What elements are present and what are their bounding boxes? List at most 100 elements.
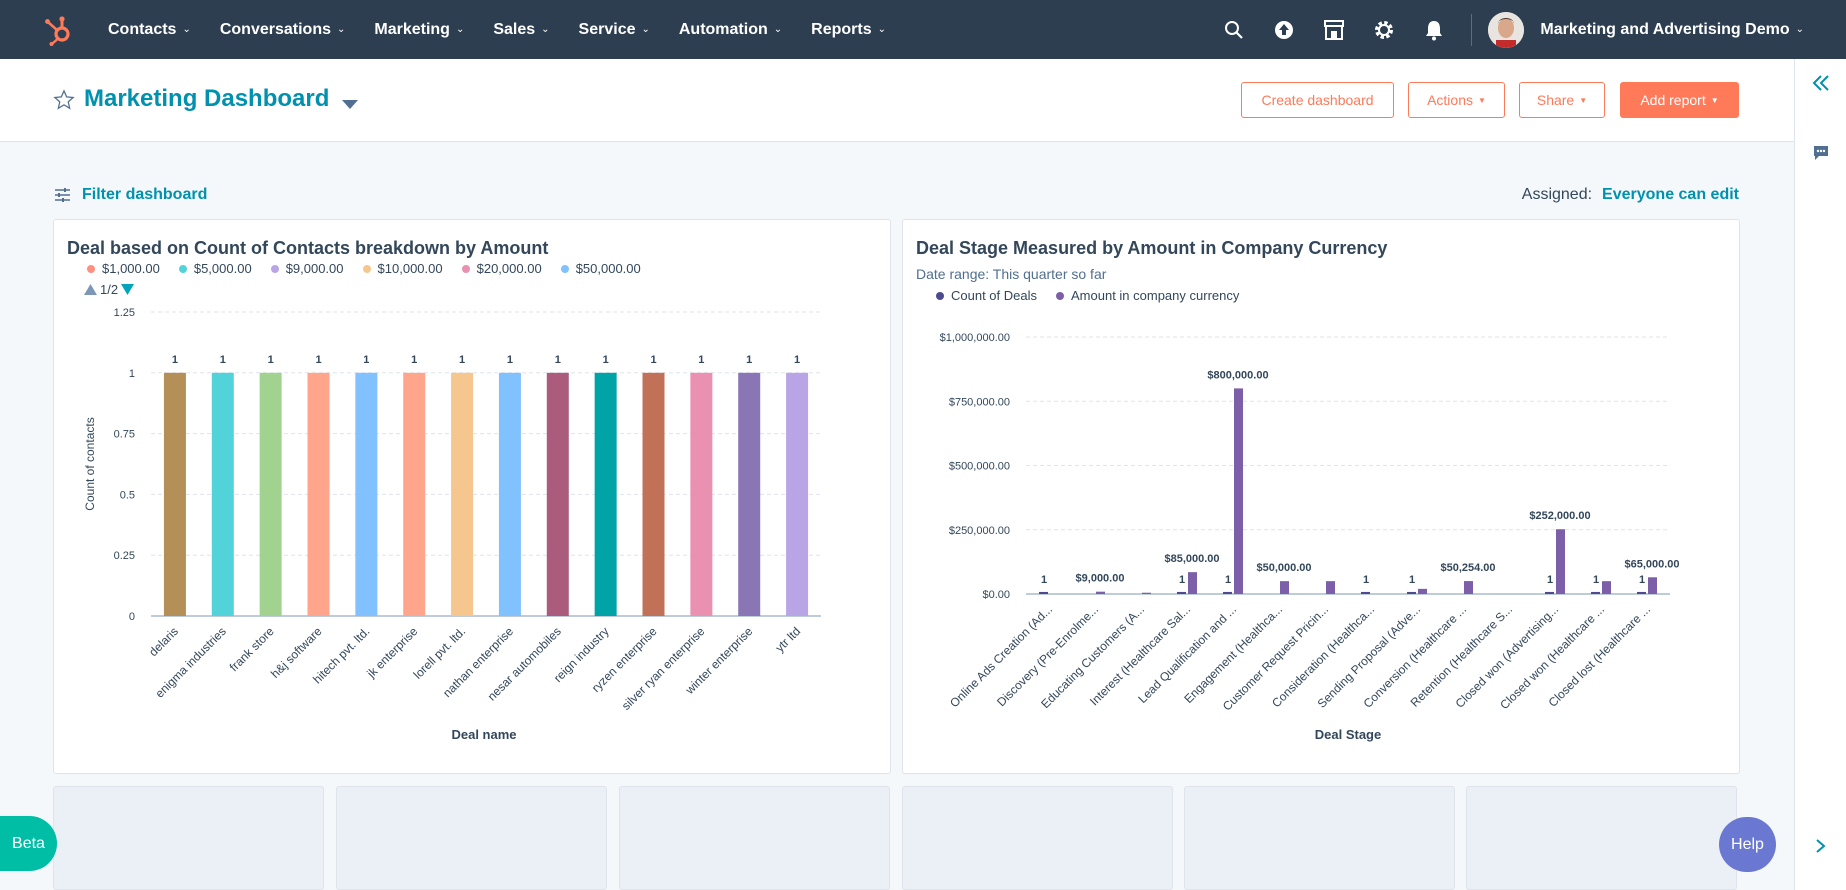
account-name-label: Marketing and Advertising Demo (1540, 20, 1790, 38)
count-bar (1039, 591, 1048, 594)
actions-label: Actions (1427, 92, 1473, 108)
report-card-deal-stage: Deal Stage Measured by Amount in Company… (902, 219, 1740, 774)
x-tick-label: frank store (227, 624, 277, 674)
favorite-star-icon[interactable] (53, 89, 75, 116)
y-tick-label: 1.25 (114, 307, 135, 319)
legend-item[interactable]: $10,000.00 (362, 261, 443, 276)
filter-dashboard-label: Filter dashboard (82, 186, 208, 203)
amount-data-label: $50,254.00 (1440, 562, 1495, 574)
add-report-label: Add report (1640, 92, 1706, 108)
amount-bar (1188, 572, 1197, 594)
upgrade-icon[interactable] (1259, 0, 1309, 59)
bar-data-label: 1 (746, 354, 752, 366)
legend-item[interactable]: $50,000.00 (560, 261, 641, 276)
amount-data-label: $800,000.00 (1207, 369, 1268, 381)
legend-dot (362, 264, 371, 273)
collapse-sidebar-icon[interactable] (1795, 63, 1846, 103)
settings-gear-icon[interactable] (1359, 0, 1409, 59)
count-data-label: 1 (1179, 574, 1185, 586)
legend-dot (270, 264, 279, 273)
page-scrollbar[interactable] (1836, 59, 1846, 890)
bar (259, 372, 282, 616)
beta-button[interactable]: Beta (0, 816, 57, 871)
y-tick-label: 1 (129, 368, 135, 380)
bar (546, 372, 569, 616)
pager-text: 1/2 (100, 282, 119, 297)
bar (163, 372, 186, 616)
legend-dot (461, 264, 470, 273)
create-dashboard-button[interactable]: Create dashboard (1241, 82, 1394, 118)
hubspot-logo-icon[interactable] (28, 0, 88, 59)
x-tick-label: delaris (146, 624, 181, 659)
count-bar (1591, 591, 1600, 594)
nav-item-automation[interactable]: Automation ⌄ (679, 21, 782, 39)
pager-down-triangle-icon[interactable] (121, 284, 135, 295)
date-range-label: Date range: This quarter so far (916, 266, 1107, 282)
bar (786, 372, 809, 616)
notifications-bell-icon[interactable] (1409, 0, 1459, 59)
bar-data-label: 1 (794, 354, 800, 366)
chat-comment-icon[interactable] (1795, 133, 1846, 173)
legend-dot (87, 264, 95, 273)
nav-item-label: Service (578, 20, 636, 38)
nav-item-label: Conversations (219, 20, 331, 38)
legend-dot (936, 291, 944, 300)
count-bar (1177, 591, 1186, 594)
assigned-permission-link[interactable]: Everyone can edit (1602, 186, 1739, 203)
legend-item[interactable]: $5,000.00 (178, 261, 252, 276)
marketplace-icon[interactable] (1309, 0, 1359, 59)
bar-data-label: 1 (363, 354, 369, 366)
top-nav: Contacts ⌄ Conversations ⌄ Marketing ⌄ Sales ⌄ S… (0, 0, 1846, 59)
nav-item-conversations[interactable]: Conversations ⌄ (220, 21, 346, 39)
y-tick-label: $0.00 (982, 589, 1010, 601)
legend-item[interactable]: $9,000.00 (270, 261, 344, 276)
bar-data-label: 1 (268, 354, 274, 366)
chevron-down-icon: ⌄ (773, 24, 783, 35)
nav-item-label: Contacts (108, 20, 177, 38)
nav-item-sales[interactable]: Sales ⌄ (493, 21, 549, 39)
nav-item-reports[interactable]: Reports ⌄ (811, 21, 886, 39)
legend-item[interactable]: Count of Deals (936, 288, 1037, 303)
filter-dashboard-button[interactable]: Filter dashboard (55, 186, 207, 204)
legend-label: $5,000.00 (193, 261, 252, 276)
y-axis-label: Count of contacts (83, 417, 97, 510)
user-avatar[interactable] (1488, 11, 1525, 48)
y-tick-label: $500,000.00 (949, 461, 1010, 473)
nav-item-contacts[interactable]: Contacts ⌄ (108, 21, 191, 39)
nav-item-service[interactable]: Service ⌄ (579, 21, 650, 39)
x-axis-label: Deal Stage (1315, 727, 1381, 742)
share-button[interactable]: Share ▼ (1519, 82, 1605, 118)
amount-bar (1464, 581, 1473, 594)
expand-chevron-right-icon[interactable] (1795, 826, 1846, 866)
pager-up-triangle-icon[interactable] (84, 284, 97, 295)
nav-right: Marketing and Advertising Demo ⌄ (1209, 0, 1846, 59)
caret-down-icon: ▼ (1710, 95, 1719, 105)
amount-bar (1096, 591, 1105, 594)
nav-item-label: Marketing (374, 20, 450, 38)
amount-bar (1556, 529, 1565, 594)
account-menu[interactable]: Marketing and Advertising Demo ⌄ (1540, 21, 1804, 39)
chevron-down-icon: ⌄ (336, 24, 346, 35)
dashboard-header: Marketing Dashboard Create dashboard Act… (0, 59, 1794, 142)
help-button[interactable]: Help (1719, 817, 1776, 872)
report-card-placeholder (902, 786, 1173, 890)
legend-item[interactable]: $20,000.00 (461, 261, 542, 276)
legend-item[interactable]: $1,000.00 (87, 261, 160, 276)
x-tick-label: ytr ltd (773, 624, 804, 655)
page-title: Marketing Dashboard (84, 85, 330, 112)
nav-item-label: Sales (493, 20, 536, 38)
report-card-placeholder (336, 786, 607, 890)
count-data-label: 1 (1363, 574, 1369, 586)
search-icon[interactable] (1209, 0, 1259, 59)
amount-bar (1326, 581, 1335, 594)
bar-data-label: 1 (172, 354, 178, 366)
y-tick-label: 0 (129, 611, 135, 623)
actions-button[interactable]: Actions ▼ (1408, 82, 1505, 118)
legend-item[interactable]: Amount in company currency (1056, 288, 1239, 303)
add-report-button[interactable]: Add report ▼ (1620, 82, 1739, 118)
nav-item-marketing[interactable]: Marketing ⌄ (374, 21, 464, 39)
dashboard-switcher-caret-icon[interactable] (342, 97, 358, 115)
nav-item-label: Reports (811, 20, 872, 38)
bar-data-label: 1 (459, 354, 465, 366)
